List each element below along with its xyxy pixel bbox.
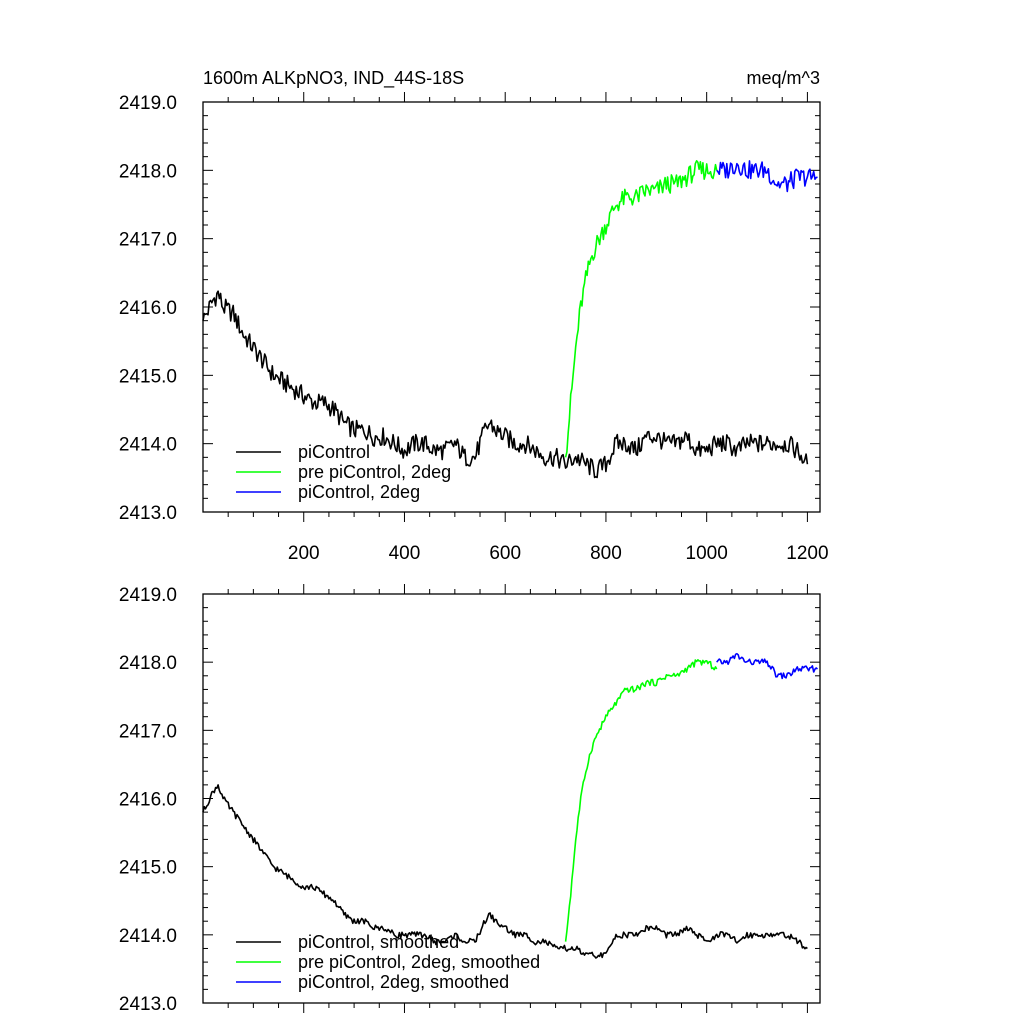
series-line-2 [564, 160, 718, 458]
y-tick-label: 2416.0 [119, 298, 177, 319]
legend-label: piControl, 2deg, smoothed [298, 972, 509, 992]
x-tick-label: 1200 [786, 543, 828, 564]
y-tick-label: 2418.0 [119, 161, 177, 182]
y-tick-label: 2414.0 [119, 435, 177, 456]
y-tick-label: 2419.0 [119, 585, 177, 606]
y-tick-label: 2414.0 [119, 926, 177, 947]
legend-label: pre piControl, 2deg [298, 462, 451, 482]
series-line-3 [716, 652, 818, 680]
y-tick-label: 2415.0 [119, 366, 177, 387]
y-tick-label: 2415.0 [119, 858, 177, 879]
legend-label: piControl [298, 442, 370, 462]
y-tick-label: 2413.0 [119, 994, 177, 1015]
series-line-1 [202, 784, 808, 959]
series-line-3 [716, 160, 818, 193]
bottom-panel: 2413.0 2414.0 2415.0 2416.0 2417.0 2418.0 2419… [119, 584, 821, 1015]
y-tick-label: 2419.0 [119, 93, 177, 114]
x-tick-label: 1000 [686, 543, 728, 564]
chart-units: meq/m^3 [747, 68, 820, 88]
legend-label: piControl, 2deg [298, 482, 420, 502]
y-tick-label: 2417.0 [119, 721, 177, 742]
x-tick-label: 200 [288, 543, 320, 564]
legend-label: piControl, smoothed [298, 932, 459, 952]
y-tick-label: 2413.0 [119, 503, 177, 524]
top-panel: 1600m ALKpNO3, IND_44S-18S meq/m^3 2413.… [119, 68, 829, 564]
y-tick-label: 2418.0 [119, 653, 177, 674]
plot-frame [202, 593, 821, 1004]
y-tick-label: 2417.0 [119, 230, 177, 251]
series-line-1 [202, 290, 809, 479]
chart-title: 1600m ALKpNO3, IND_44S-18S [203, 68, 464, 89]
series-line-2 [564, 658, 718, 942]
x-tick-label: 600 [489, 543, 521, 564]
x-tick-label: 400 [389, 543, 421, 564]
x-tick-label: 800 [590, 543, 622, 564]
y-tick-label: 2416.0 [119, 790, 177, 811]
legend-label: pre piControl, 2deg, smoothed [298, 952, 540, 972]
